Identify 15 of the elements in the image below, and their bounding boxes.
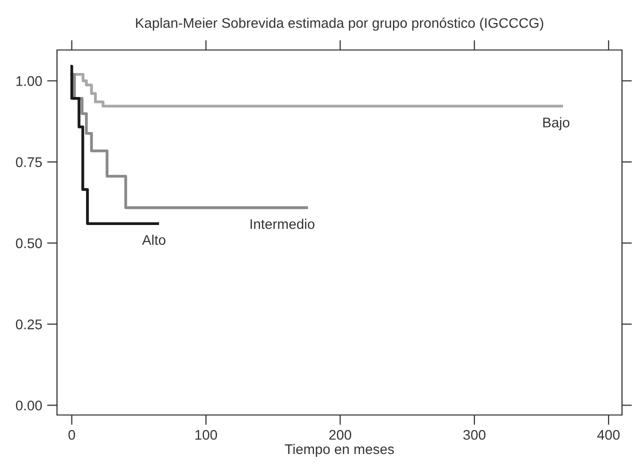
series-label: Alto <box>142 234 166 245</box>
series-label: Intermedio <box>250 218 314 229</box>
x-tick-label: 400 <box>597 430 620 440</box>
y-tick-label: 0.50 <box>16 238 42 248</box>
x-tick-label: 300 <box>463 430 486 440</box>
x-tick-label: 200 <box>329 430 352 440</box>
x-tick-label: 0 <box>68 430 76 440</box>
x-axis-title: Tiempo en meses <box>284 444 394 457</box>
series-label: Bajo <box>543 117 570 130</box>
chart-title: Kaplan-Meier Sobrevida estimada por grupo pronóstico (IGCCCG) <box>136 18 544 31</box>
y-tick-label: 0.00 <box>16 400 42 410</box>
y-tick-label: 0.75 <box>16 157 42 168</box>
y-tick-label: 1.00 <box>16 76 42 86</box>
y-tick-label: 0.25 <box>16 319 42 330</box>
x-tick-label: 100 <box>195 430 218 440</box>
